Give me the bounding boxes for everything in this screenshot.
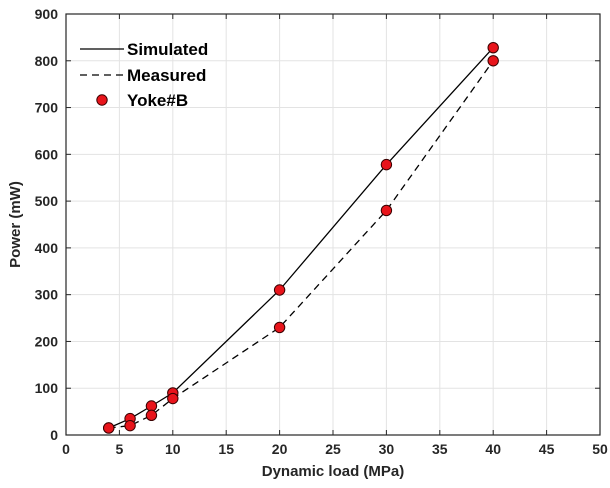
legend-label-simulated: Simulated (127, 40, 208, 59)
x-tick-label: 40 (485, 441, 501, 457)
data-point-yoke-b (145, 409, 158, 422)
data-point-yoke-b (487, 55, 499, 67)
data-point-yoke-b (124, 419, 136, 432)
data-point-yoke-b (380, 158, 393, 171)
x-tick-label: 35 (432, 441, 448, 457)
x-tick-label: 25 (325, 441, 341, 457)
legend-label-measured: Measured (127, 66, 206, 85)
legend-label-yoke-b: Yoke#B (127, 91, 188, 110)
legend: Simulated Measured Yoke#B (80, 40, 208, 110)
y-tick-labels: 0 100 200 300 400 500 600 700 800 900 (35, 6, 59, 443)
y-tick-label: 300 (35, 287, 59, 303)
legend-swatch-yoke-b (96, 94, 108, 106)
x-tick-label: 45 (539, 441, 555, 457)
x-tick-label: 5 (116, 441, 124, 457)
y-tick-label: 0 (50, 427, 58, 443)
x-tick-label: 20 (272, 441, 288, 457)
data-point-yoke-b (273, 321, 286, 334)
data-point-yoke-b (380, 204, 393, 217)
y-tick-label: 500 (35, 193, 59, 209)
series-markers (103, 41, 499, 434)
x-axis-label: Dynamic load (MPa) (262, 463, 405, 480)
x-tick-label: 0 (62, 441, 70, 457)
x-tick-label: 15 (218, 441, 234, 457)
data-point-yoke-b (167, 392, 179, 405)
y-tick-label: 400 (35, 240, 59, 256)
x-tick-label: 30 (379, 441, 395, 457)
y-tick-label: 700 (35, 100, 59, 116)
data-point-yoke-b (273, 284, 286, 296)
y-tick-label: 800 (35, 53, 59, 69)
y-axis-label: Power (mW) (7, 181, 24, 268)
plot-frame (65, 13, 601, 436)
data-point-yoke-b (103, 422, 115, 434)
y-tick-label: 600 (35, 146, 59, 162)
x-tick-label: 50 (592, 441, 608, 457)
y-tick-label: 100 (35, 380, 59, 396)
y-tick-label: 900 (35, 6, 59, 22)
y-tick-label: 200 (35, 333, 59, 349)
x-tick-label: 10 (165, 441, 181, 457)
x-tick-labels: 0 5 10 15 20 25 30 35 40 45 50 (62, 441, 608, 457)
data-point-yoke-b (145, 400, 158, 412)
data-point-yoke-b (487, 41, 499, 54)
